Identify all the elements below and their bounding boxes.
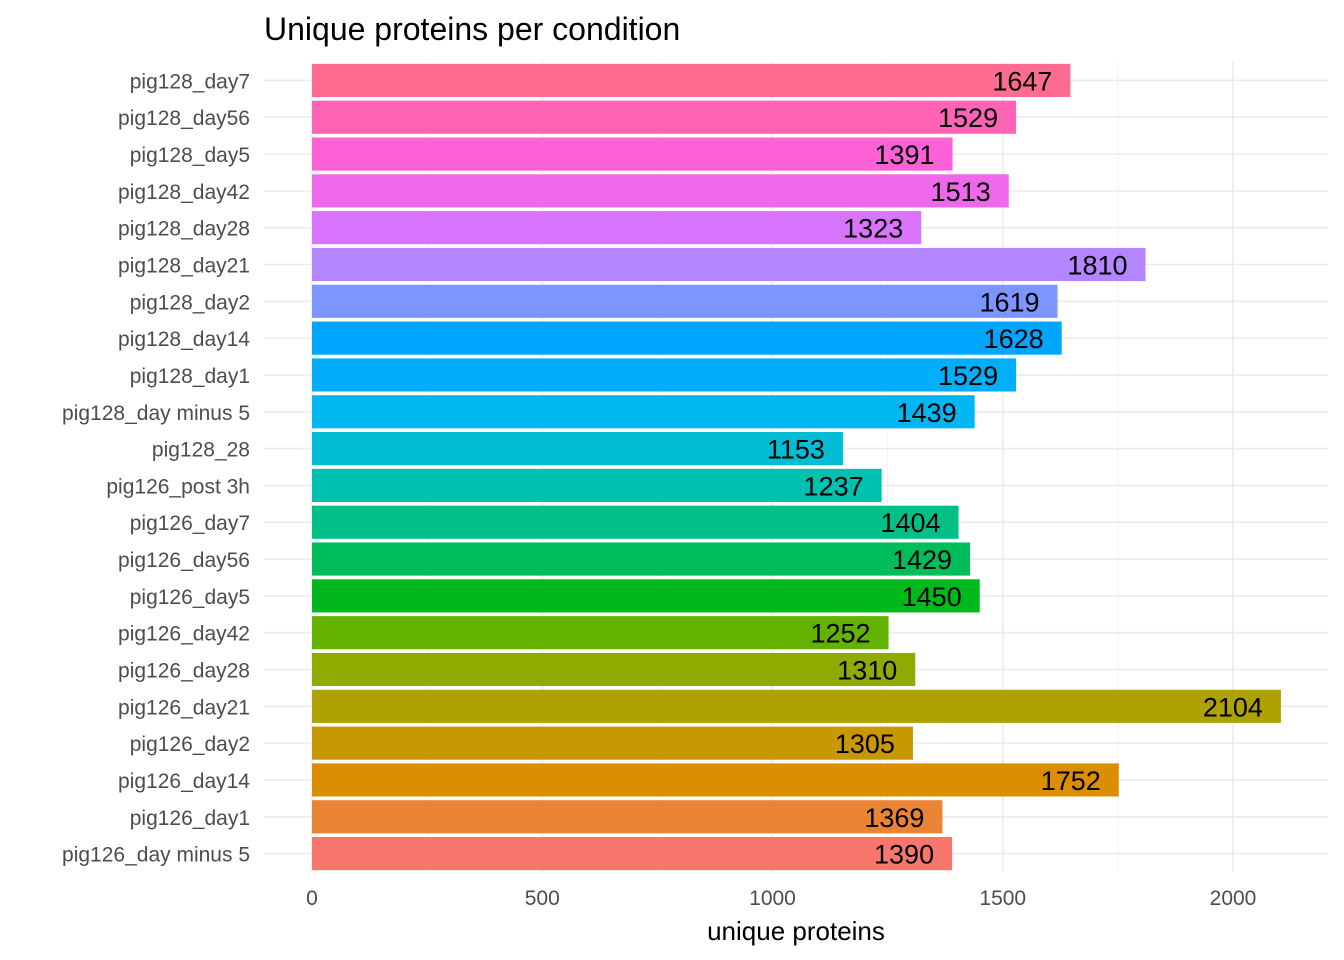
bar [312, 726, 913, 760]
y-axis-tick-labels: pig126_day minus 5 pig126_day1 pig126_day1… [62, 70, 250, 866]
bar [312, 395, 975, 429]
bar [312, 100, 1017, 134]
bar [312, 837, 953, 871]
bar [312, 137, 953, 171]
y-tick-label: pig126_day14 [118, 770, 250, 793]
y-tick-label: pig126_day21 [118, 696, 250, 719]
bar [312, 800, 943, 834]
bar-value-label: 1439 [897, 398, 957, 428]
bar [312, 652, 916, 687]
y-tick-label: pig126_day7 [130, 512, 250, 535]
bar [312, 689, 1281, 723]
bar [312, 542, 971, 576]
bar-value-label: 1513 [931, 177, 991, 207]
y-tick-label: pig126_post 3h [106, 475, 250, 498]
x-tick-label: 1500 [979, 887, 1026, 910]
bar-value-label: 1369 [864, 803, 924, 833]
x-axis-label: unique proteins [707, 916, 885, 946]
y-tick-label: pig128_day5 [130, 144, 250, 167]
bar [312, 579, 980, 613]
y-tick-label: pig126_day2 [130, 733, 250, 756]
bar [312, 763, 1119, 797]
y-tick-label: pig128_28 [152, 439, 250, 462]
y-tick-label: pig126_day minus 5 [62, 844, 250, 867]
bar-value-label: 1429 [892, 545, 952, 575]
bar-value-label: 1529 [938, 103, 998, 133]
bar-value-label: 1752 [1041, 766, 1101, 796]
x-tick-label: 1000 [749, 887, 796, 910]
y-tick-label: pig128_day1 [130, 365, 250, 388]
bar-value-label: 1305 [835, 729, 895, 759]
y-tick-label: pig126_day5 [130, 586, 250, 609]
x-tick-label: 2000 [1210, 887, 1257, 910]
bar [312, 63, 1071, 97]
y-tick-label: pig128_day minus 5 [62, 402, 250, 425]
y-tick-label: pig126_day28 [118, 660, 250, 683]
bar-value-label: 1404 [880, 508, 940, 538]
bar [312, 284, 1058, 318]
y-tick-label: pig128_day28 [118, 218, 250, 241]
bar-value-label: 1628 [984, 324, 1044, 354]
y-tick-label: pig126_day1 [130, 807, 250, 830]
bar [312, 174, 1009, 208]
bar-value-label: 1450 [902, 582, 962, 612]
bar [312, 321, 1062, 355]
y-tick-label: pig126_day42 [118, 623, 250, 646]
bar-value-label: 1310 [837, 656, 897, 686]
bar-value-label: 1810 [1067, 251, 1127, 281]
bar-value-label: 1391 [874, 140, 934, 170]
bar [312, 468, 882, 502]
bar-value-label: 1237 [804, 471, 864, 501]
bar-value-label: 1647 [992, 66, 1052, 96]
bar-value-label: 2104 [1203, 692, 1263, 722]
x-axis-tick-labels: 0 500 1000 1500 2000 [306, 887, 1256, 910]
y-tick-label: pig128_day42 [118, 181, 250, 204]
bars [312, 63, 1281, 871]
bar [312, 211, 922, 245]
bar-value-label: 1529 [938, 361, 998, 391]
x-tick-label: 500 [525, 887, 560, 910]
bar-value-label: 1323 [843, 214, 903, 244]
data-labels: 1390 1369 1752 1305 2104 1310 1252 1450 1429 1404… [767, 66, 1263, 869]
bar-value-label: 1619 [979, 287, 1039, 317]
bar-value-label: 1252 [810, 619, 870, 649]
y-tick-label: pig126_day56 [118, 549, 250, 572]
x-tick-label: 0 [306, 887, 318, 910]
bar-value-label: 1390 [874, 840, 934, 870]
bar [312, 505, 959, 539]
y-tick-label: pig128_day21 [118, 255, 250, 278]
y-tick-label: pig128_day14 [118, 328, 250, 351]
bar [312, 616, 889, 650]
y-tick-label: pig128_day56 [118, 107, 250, 130]
bar-value-label: 1153 [767, 435, 825, 465]
bar [312, 432, 843, 466]
chart-title: Unique proteins per condition [264, 11, 680, 47]
y-tick-label: pig128_day7 [130, 70, 250, 93]
bar [312, 358, 1017, 392]
bar [312, 247, 1146, 282]
y-tick-label: pig128_day2 [130, 291, 250, 314]
